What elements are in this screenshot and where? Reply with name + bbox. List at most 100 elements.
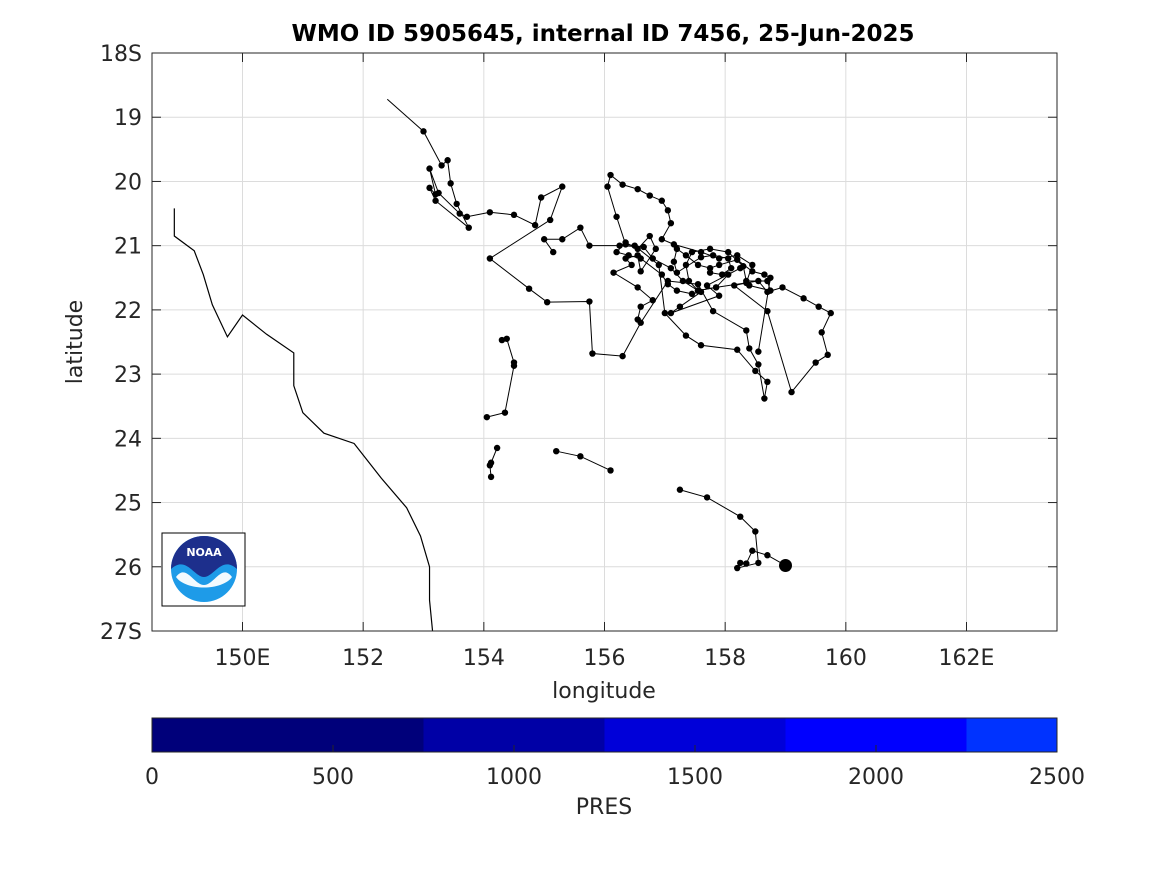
profile-point xyxy=(724,248,732,256)
profile-point xyxy=(706,245,714,253)
profile-point xyxy=(697,288,705,296)
profile-point xyxy=(501,409,509,416)
x-tick-label: 160 xyxy=(825,646,867,671)
profile-point xyxy=(682,252,690,259)
profile-point xyxy=(610,269,617,276)
chart-title: WMO ID 5905645, internal ID 7456, 25-Jun… xyxy=(291,21,914,47)
profile-point xyxy=(724,271,732,278)
profile-point xyxy=(486,462,494,469)
profile-point xyxy=(537,194,545,201)
profile-point xyxy=(628,261,635,269)
x-axis-label: longitude xyxy=(552,679,656,704)
profile-point xyxy=(767,287,774,294)
x-tick-label: 156 xyxy=(584,646,626,671)
profile-point xyxy=(577,453,584,460)
y-axis-tick-labels: 18S 19 20 21 22 23 24 25 26 27S xyxy=(100,42,142,645)
logo-wave xyxy=(176,572,232,588)
y-axis-label: latitude xyxy=(63,300,88,384)
profile-point xyxy=(426,184,433,192)
profile-point xyxy=(673,269,681,276)
profile-point xyxy=(715,292,723,299)
y-tick-label: 25 xyxy=(114,492,142,517)
profile-point xyxy=(540,236,548,243)
profile-point xyxy=(589,350,596,357)
profile-point xyxy=(724,255,732,262)
profile-point xyxy=(667,219,675,227)
logo-wordmark: NOAA xyxy=(186,546,222,559)
profile-point xyxy=(453,200,460,208)
profile-point xyxy=(426,165,433,172)
profile-point xyxy=(755,559,762,567)
profile-point xyxy=(673,245,681,253)
profile-point xyxy=(577,224,584,231)
profile-point xyxy=(607,467,614,474)
profile-point xyxy=(752,528,759,535)
profile-point xyxy=(749,547,756,554)
profile-point xyxy=(812,359,819,366)
profile-point xyxy=(779,284,786,291)
profile-point xyxy=(694,281,702,288)
profile-point xyxy=(447,180,454,187)
profile-point xyxy=(658,236,666,243)
profile-point xyxy=(634,245,641,253)
profile-point xyxy=(709,252,717,259)
profile-point xyxy=(661,309,669,317)
profile-point xyxy=(634,252,641,259)
profile-point xyxy=(486,209,494,216)
profile-point xyxy=(734,346,741,353)
profile-point xyxy=(706,264,714,272)
tick-marks xyxy=(152,52,1057,632)
profile-point xyxy=(676,303,684,310)
y-tick-label: 27S xyxy=(100,620,142,645)
profile-point xyxy=(640,243,647,251)
x-tick-label: 158 xyxy=(704,646,746,671)
profile-point xyxy=(613,213,620,220)
profile-point xyxy=(619,181,626,188)
profile-point xyxy=(737,513,744,520)
profile-point xyxy=(761,395,768,402)
colorbar-band xyxy=(152,718,424,752)
profile-point xyxy=(456,210,463,217)
profile-point xyxy=(715,261,723,269)
profile-point xyxy=(697,254,705,261)
profile-point xyxy=(646,192,653,199)
profile-point xyxy=(658,197,666,204)
profile-point xyxy=(553,447,560,455)
profile-point xyxy=(634,284,641,291)
profile-point xyxy=(619,352,626,360)
logo-upper-field xyxy=(171,536,237,577)
profile-point xyxy=(664,281,672,288)
profile-point xyxy=(613,248,620,256)
profile-point xyxy=(755,361,762,368)
profile-point xyxy=(487,473,495,481)
profile-point xyxy=(743,277,750,285)
profile-point xyxy=(503,335,510,342)
y-tick-label: 23 xyxy=(114,363,142,388)
profile-point xyxy=(483,413,491,421)
profile-point xyxy=(616,242,623,249)
y-tick-label: 21 xyxy=(114,235,142,260)
profile-point xyxy=(679,277,687,285)
profile-point xyxy=(761,271,768,278)
x-axis-tick-labels: 150E 152 154 156 158 160 162E xyxy=(215,646,995,671)
profile-point xyxy=(824,351,831,359)
profile-point xyxy=(622,255,629,262)
profile-point xyxy=(664,207,672,214)
profile-point xyxy=(749,268,756,275)
profile-point xyxy=(737,559,744,567)
profile-point xyxy=(444,157,451,164)
profile-point xyxy=(749,261,756,269)
plot-area: NOAA xyxy=(151,52,1058,632)
profile-point xyxy=(420,128,427,135)
profile-point xyxy=(703,282,711,289)
x-tick-label: 154 xyxy=(463,646,505,671)
profile-point xyxy=(670,258,678,265)
colorbar-ticks: 0 500 1000 1500 2000 2500 xyxy=(145,745,1085,790)
coastline-layer xyxy=(173,208,434,632)
profile-point xyxy=(682,261,690,269)
y-tick-label: 19 xyxy=(114,106,142,131)
y-tick-label: 22 xyxy=(114,299,142,324)
profile-point xyxy=(525,285,533,292)
profile-point xyxy=(743,327,750,334)
